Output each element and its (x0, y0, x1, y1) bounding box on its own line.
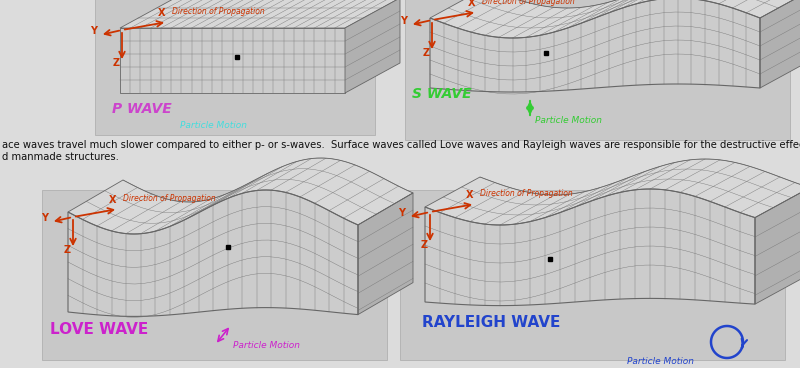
Text: Particle Motion: Particle Motion (180, 121, 247, 130)
Polygon shape (430, 0, 760, 92)
Text: Direction of Propagation: Direction of Propagation (480, 189, 573, 198)
Text: RAYLEIGH WAVE: RAYLEIGH WAVE (422, 315, 560, 330)
Text: Y: Y (398, 208, 405, 218)
Text: Particle Motion: Particle Motion (627, 357, 694, 366)
Bar (95, 0, 375, 135)
Text: Direction of Propagation: Direction of Propagation (482, 0, 574, 6)
Polygon shape (755, 188, 800, 304)
Polygon shape (68, 190, 358, 316)
Text: X: X (109, 195, 117, 205)
Text: Z: Z (113, 58, 120, 68)
Text: Particle Motion: Particle Motion (233, 341, 300, 350)
Text: X: X (468, 0, 475, 8)
Text: Direction of Propagation: Direction of Propagation (123, 194, 216, 203)
Text: ace waves travel much slower compared to either p- or s-waves.  Surface waves ca: ace waves travel much slower compared to… (2, 140, 800, 150)
Text: X: X (158, 8, 166, 18)
Bar (400, 190, 785, 360)
Polygon shape (425, 189, 755, 305)
Bar (405, 0, 790, 140)
Text: Y: Y (400, 16, 407, 26)
Polygon shape (358, 193, 413, 315)
Text: Particle Motion: Particle Motion (535, 116, 602, 125)
Text: S WAVE: S WAVE (412, 87, 472, 101)
Text: P WAVE: P WAVE (112, 102, 172, 116)
Polygon shape (345, 0, 400, 93)
Polygon shape (120, 28, 345, 93)
Polygon shape (425, 159, 800, 225)
Text: d manmade structures.: d manmade structures. (2, 152, 119, 162)
Text: LOVE WAVE: LOVE WAVE (50, 322, 148, 337)
Text: Direction of Propagation: Direction of Propagation (172, 7, 265, 16)
Text: Z: Z (64, 245, 71, 255)
Text: X: X (466, 190, 474, 200)
Text: Y: Y (90, 26, 97, 36)
Polygon shape (760, 0, 800, 88)
Text: Y: Y (41, 213, 48, 223)
Polygon shape (430, 0, 800, 38)
Text: Z: Z (421, 240, 428, 250)
Polygon shape (120, 0, 400, 28)
Text: Z: Z (423, 48, 430, 58)
Bar (42, 190, 387, 360)
Polygon shape (68, 158, 413, 234)
